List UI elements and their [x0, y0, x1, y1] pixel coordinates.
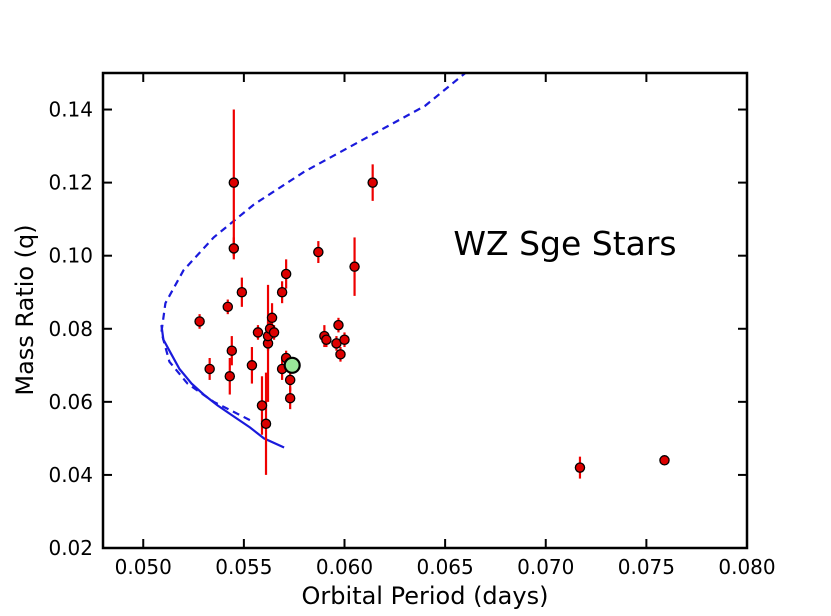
data-point	[659, 455, 670, 466]
data-point	[574, 462, 586, 473]
y-tick-label: 0.08	[48, 317, 93, 341]
highlight-group	[283, 356, 301, 374]
data-point	[280, 268, 292, 280]
model-curve-dashed	[160, 73, 466, 422]
y-axis-label: Mass Ratio (q)	[11, 224, 39, 395]
axis-tick-labels: 0.050 0.055 0.060 0.065 0.070 0.075 0.080 0.02 0…	[48, 98, 775, 579]
model-curves	[160, 73, 466, 449]
data-point	[226, 345, 238, 356]
data-point	[228, 243, 240, 254]
model-curve-solid	[160, 324, 285, 449]
x-tick-label: 0.080	[718, 555, 775, 579]
data-point	[335, 349, 346, 360]
x-tick-label: 0.075	[618, 555, 675, 579]
data-point	[256, 400, 268, 411]
data-point	[339, 334, 350, 345]
data-point	[266, 312, 278, 324]
data-point	[268, 327, 280, 338]
data-point	[321, 334, 332, 345]
data-point	[236, 286, 248, 298]
data-point	[313, 246, 324, 258]
data-point	[367, 177, 378, 188]
data-point	[222, 301, 234, 313]
x-tick-label: 0.065	[416, 555, 473, 579]
y-tick-label: 0.12	[48, 171, 93, 195]
axis-ticks	[103, 73, 748, 549]
x-axis-label: Orbital Period (days)	[302, 582, 549, 610]
x-tick-label: 0.055	[215, 555, 272, 579]
y-tick-label: 0.06	[48, 390, 93, 414]
data-point	[228, 177, 240, 188]
data-point	[333, 319, 344, 331]
data-point	[284, 374, 296, 386]
data-point	[204, 363, 215, 375]
y-tick-label: 0.02	[48, 536, 93, 560]
data-point	[252, 327, 264, 338]
x-tick-label: 0.070	[517, 555, 574, 579]
plot-frame	[101, 71, 749, 550]
data-point	[284, 392, 296, 404]
highlight-point	[283, 356, 301, 374]
data-point	[260, 418, 272, 430]
x-tick-label: 0.060	[316, 555, 373, 579]
data-point	[246, 360, 258, 371]
data-points	[194, 177, 670, 473]
data-point	[224, 371, 236, 382]
y-tick-label: 0.10	[48, 244, 93, 268]
x-tick-label: 0.050	[115, 555, 172, 579]
annotation-label: WZ Sge Stars	[453, 224, 676, 263]
data-point	[276, 286, 288, 298]
data-point	[349, 261, 360, 272]
y-tick-label: 0.14	[48, 98, 93, 122]
y-tick-label: 0.04	[48, 463, 93, 487]
data-point	[194, 316, 205, 327]
